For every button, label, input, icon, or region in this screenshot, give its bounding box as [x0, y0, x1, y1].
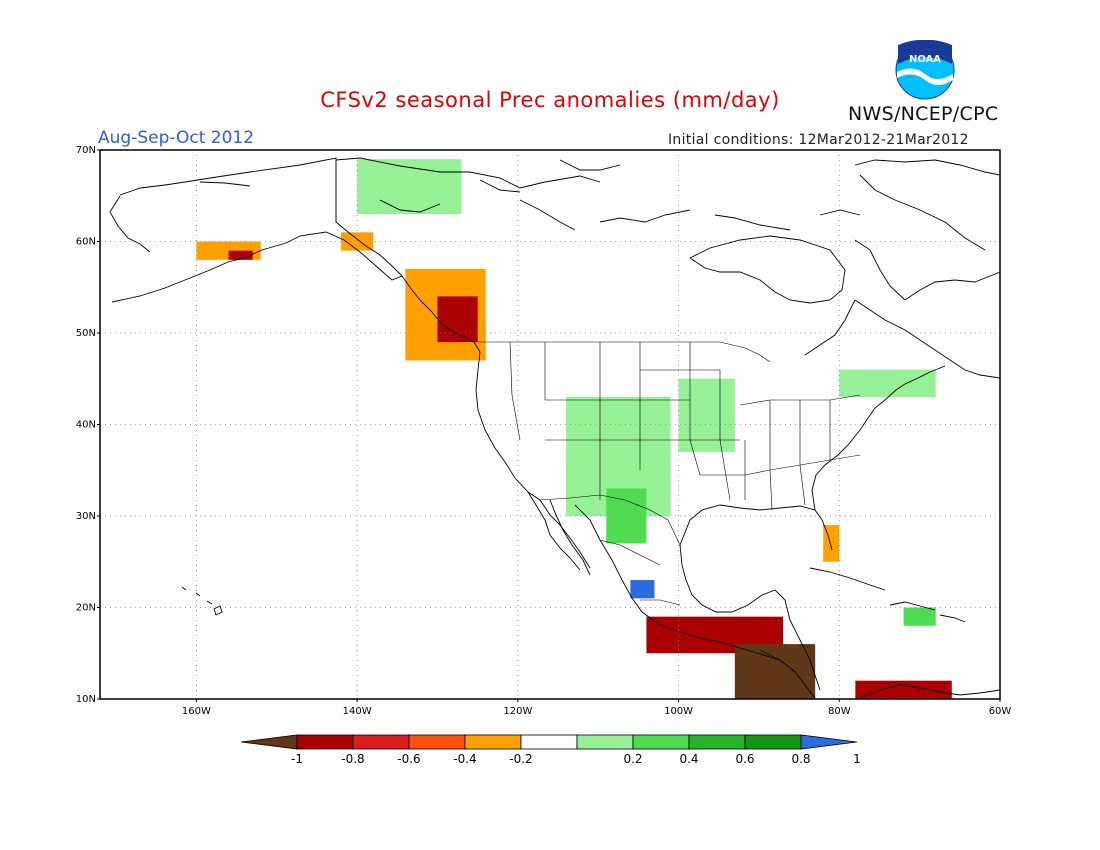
legend-arrow-high — [800, 734, 858, 750]
latitude-tick-label: 10N — [76, 694, 96, 705]
legend-label: -0.4 — [453, 752, 476, 766]
longitude-tick-label: 140W — [343, 706, 372, 717]
anomaly-region — [228, 250, 253, 260]
longitude-labels: 160W 140W 120W 100W 80W 60W — [182, 699, 1011, 717]
organization-label: NWS/NCEP/CPC — [848, 103, 999, 125]
legend-color-box — [744, 734, 802, 750]
longitude-tick-label: 100W — [664, 706, 693, 717]
legend-color-box — [408, 734, 466, 750]
longitude-tick-label: 80W — [828, 706, 851, 717]
legend-label: -0.2 — [509, 752, 532, 766]
legend-color-box — [464, 734, 522, 750]
borders — [335, 158, 861, 661]
latitude-labels: 70N 60N 50N 40N 30N 20N 10N — [76, 145, 100, 705]
anomaly-region — [903, 607, 936, 626]
longitude-tick-label: 160W — [182, 706, 211, 717]
map-title: CFSv2 seasonal Prec anomalies (mm/day) — [320, 88, 780, 112]
legend-arrow-low — [240, 734, 298, 750]
legend-label: -1 — [291, 752, 303, 766]
legend-color-box — [576, 734, 634, 750]
initial-conditions: Initial conditions: 12Mar2012-21Mar2012 — [668, 132, 969, 148]
forecast-period: Aug-Sep-Oct 2012 — [98, 128, 255, 148]
anomaly-region — [630, 580, 655, 599]
longitude-tick-label: 120W — [503, 706, 532, 717]
anomaly-region — [823, 525, 840, 562]
legend-label: 0.4 — [679, 752, 698, 766]
legend-label: -0.6 — [397, 752, 420, 766]
legend-color-box — [520, 734, 578, 750]
anomaly-region — [855, 680, 952, 699]
latitude-tick-label: 30N — [76, 511, 96, 522]
legend-color-box — [296, 734, 354, 750]
longitude-tick-label: 60W — [989, 706, 1012, 717]
legend-label: -0.8 — [341, 752, 364, 766]
latitude-tick-label: 70N — [76, 145, 96, 156]
logo-text: NOAA — [909, 54, 941, 65]
latitude-tick-label: 50N — [76, 328, 96, 339]
latitude-tick-label: 40N — [76, 420, 96, 431]
anomaly-region — [357, 159, 462, 215]
legend-color-box — [688, 734, 746, 750]
legend-label: 0.8 — [791, 752, 810, 766]
noaa-logo-icon: NOAA — [895, 40, 955, 100]
legend-color-box — [632, 734, 690, 750]
anomaly-region — [437, 296, 478, 343]
grid-lines — [100, 150, 1000, 699]
coastlines — [109, 157, 1000, 699]
anomaly-region — [341, 232, 374, 251]
latitude-tick-label: 20N — [76, 603, 96, 614]
legend-label: 0.6 — [735, 752, 754, 766]
anomaly-region — [839, 369, 936, 398]
legend-label: 0.2 — [623, 752, 642, 766]
legend-color-box — [352, 734, 410, 750]
anomaly-cells — [196, 159, 952, 699]
latitude-tick-label: 60N — [76, 237, 96, 248]
legend-label: 1 — [853, 752, 861, 766]
anomaly-region — [734, 644, 816, 699]
